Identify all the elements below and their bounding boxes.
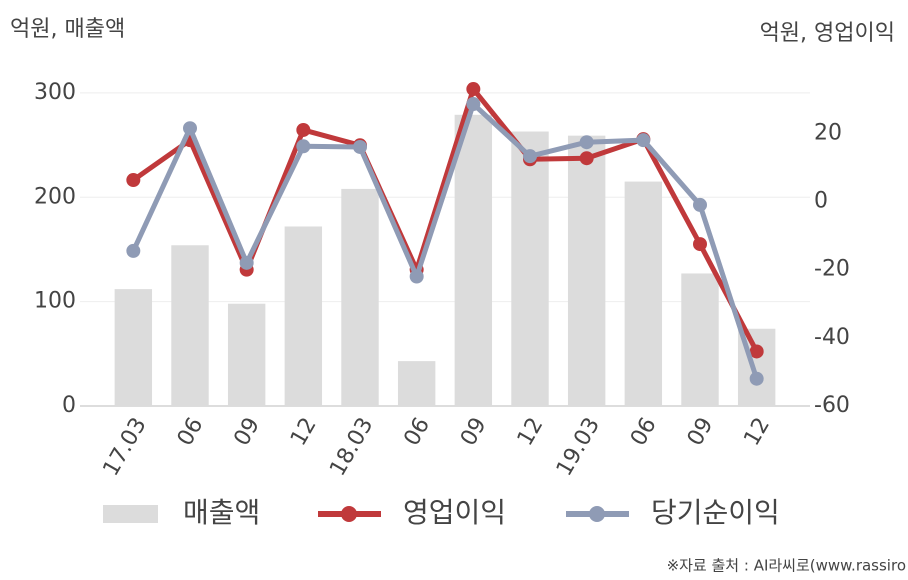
- point: [409, 269, 424, 284]
- point: [466, 97, 481, 112]
- point: [523, 149, 537, 164]
- bar: [567, 135, 606, 406]
- x-tick-label: 06: [173, 414, 209, 451]
- point: [126, 243, 141, 258]
- point: [296, 122, 311, 137]
- y-tick-label: 0: [62, 393, 76, 418]
- point: [183, 121, 197, 136]
- legend-marker: [589, 506, 605, 522]
- x-tick-label: 12: [513, 414, 549, 451]
- y-axis-label: 억원, 매출액: [10, 17, 125, 42]
- bar: [227, 303, 266, 406]
- line: [131, 101, 760, 380]
- x-tick-label: 09: [456, 414, 492, 451]
- bar: [397, 361, 436, 406]
- y2-tick-label: -60: [814, 393, 850, 418]
- bar: [171, 245, 209, 406]
- legend-label: 당기순이익: [651, 496, 780, 529]
- bar: [284, 226, 323, 406]
- x-tick-label: 06: [626, 414, 662, 451]
- point: [296, 139, 311, 154]
- y2-tick-label: -40: [814, 325, 850, 350]
- bar: [681, 273, 719, 406]
- point: [749, 371, 764, 386]
- y2-tick-label: -20: [814, 257, 850, 282]
- y-tick-label: 200: [34, 184, 76, 209]
- x-tick-label: 09: [683, 414, 719, 451]
- bar: [624, 181, 663, 406]
- legend-marker: [341, 506, 357, 522]
- x-tick-label: 12: [739, 414, 775, 451]
- x-tick-label: 12: [286, 414, 322, 451]
- bar: [114, 289, 153, 406]
- x-tick-label: 06: [399, 414, 435, 451]
- x-tick-label: 09: [229, 414, 265, 451]
- bar: [341, 188, 379, 406]
- point: [693, 197, 707, 212]
- bar: [454, 114, 493, 406]
- point: [636, 133, 651, 148]
- legend-label: 영업이익: [403, 496, 506, 529]
- legend-swatch: [103, 505, 158, 523]
- bar: [511, 131, 549, 406]
- point: [693, 237, 707, 252]
- x-tick-label: 19.03: [552, 414, 605, 481]
- point: [749, 344, 764, 359]
- point: [353, 139, 367, 154]
- source-note: ※자료 출처 : AI라씨로(www.rassiro: [667, 557, 906, 575]
- x-tick-label: 18.03: [325, 414, 378, 481]
- y-tick-label: 100: [34, 289, 76, 314]
- y-tick-label: 300: [34, 80, 76, 105]
- point: [579, 135, 594, 150]
- point: [466, 82, 481, 97]
- line: [131, 86, 759, 353]
- legend-label: 매출액: [183, 496, 260, 529]
- point: [126, 173, 141, 188]
- point: [239, 255, 254, 270]
- y2-tick-label: 0: [814, 189, 828, 214]
- y2-tick-label: 20: [814, 120, 842, 145]
- x-tick-label: 17.03: [99, 414, 152, 481]
- y2-axis-label: 억원, 영업이익: [760, 21, 895, 46]
- point: [579, 151, 594, 166]
